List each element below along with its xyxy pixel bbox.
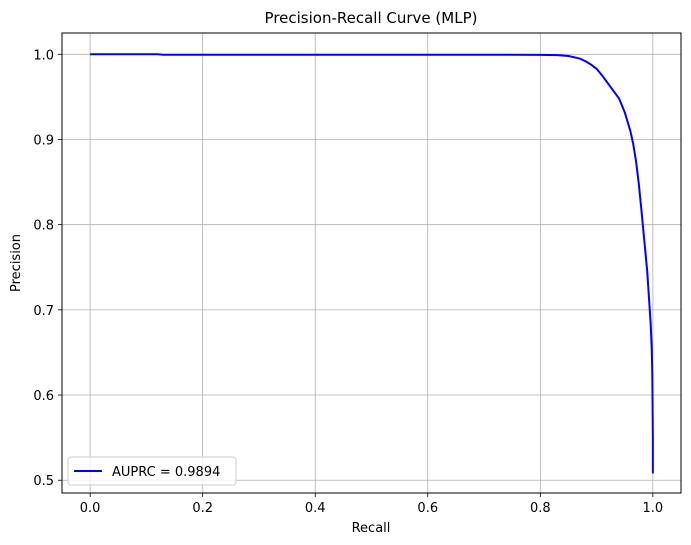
x-tick-label: 1.0: [643, 501, 664, 516]
x-axis-label: Recall: [352, 521, 391, 536]
plot-frame: [61, 32, 682, 494]
y-tick-label: 1.0: [33, 48, 54, 63]
x-tick-label: 0.0: [80, 501, 101, 516]
precision-recall-line: [90, 53, 654, 474]
y-tick-label: 0.6: [33, 389, 54, 404]
y-tick-label: 0.5: [33, 474, 54, 489]
y-axis-label: Precision: [9, 234, 24, 292]
legend: AUPRC = 0.9894: [67, 456, 237, 486]
x-tick-label: 0.4: [305, 501, 326, 516]
chart-title: Precision-Recall Curve (MLP): [265, 9, 478, 27]
y-axis-ticks: 0.5 0.6 0.7 0.8 0.9 1.0: [33, 48, 62, 489]
grid-lines: [62, 33, 681, 493]
y-tick-label: 0.7: [33, 304, 54, 319]
y-tick-label: 0.8: [33, 219, 54, 234]
legend-label: AUPRC = 0.9894: [112, 465, 220, 480]
x-tick-label: 0.8: [530, 501, 551, 516]
x-tick-label: 0.2: [192, 501, 213, 516]
x-tick-label: 0.6: [417, 501, 438, 516]
x-axis-ticks: 0.0 0.2 0.4 0.6 0.8 1.0: [80, 493, 663, 516]
series-group: [90, 53, 654, 474]
legend-box: [67, 456, 237, 486]
y-tick-label: 0.9: [33, 133, 54, 148]
